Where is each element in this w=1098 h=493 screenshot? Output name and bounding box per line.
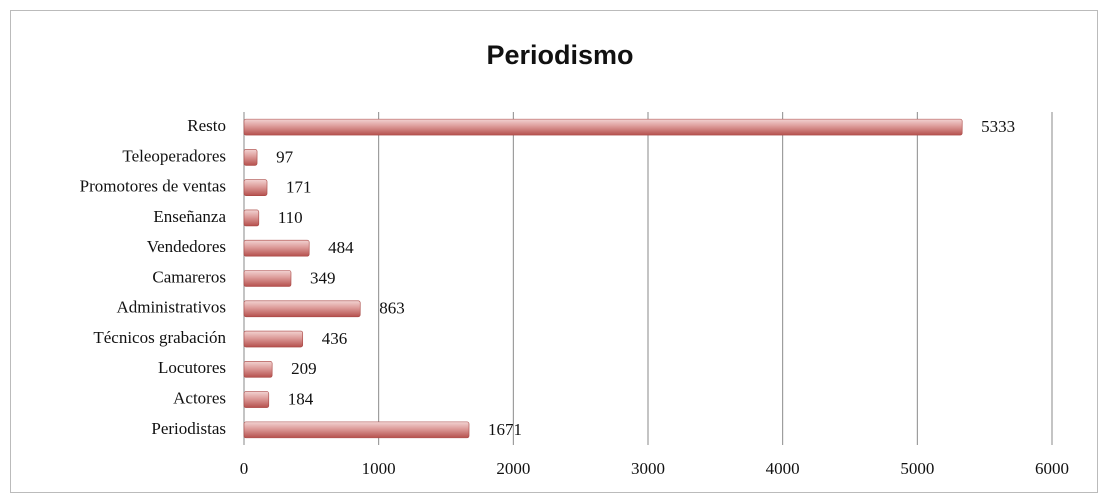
bar [243, 239, 310, 257]
data-label: 5333 [981, 117, 1015, 136]
bar [243, 330, 304, 348]
bar [243, 300, 361, 318]
data-label: 349 [310, 268, 336, 287]
data-label: 436 [322, 329, 348, 348]
bar [243, 118, 963, 136]
y-tick-label: Locutores [158, 358, 226, 377]
y-tick-label: Resto [187, 116, 226, 135]
data-label: 171 [286, 178, 312, 197]
x-tick-label: 2000 [496, 459, 530, 478]
bar [243, 149, 258, 166]
data-label: 97 [276, 147, 294, 166]
data-label: 863 [379, 299, 405, 318]
y-tick-label: Camareros [152, 267, 226, 286]
x-tick-label: 3000 [631, 459, 665, 478]
y-tick-label: Enseñanza [153, 207, 226, 226]
data-label: 110 [278, 208, 303, 227]
bar [243, 391, 270, 408]
y-tick-label: Actores [173, 388, 226, 407]
data-label: 484 [328, 238, 354, 257]
data-label: 1671 [488, 420, 522, 439]
x-tick-label: 5000 [900, 459, 934, 478]
y-tick-label: Vendedores [147, 237, 226, 256]
bar [243, 421, 470, 439]
bar [243, 179, 268, 196]
y-tick-label: Administrativos [116, 298, 226, 317]
x-tick-label: 6000 [1035, 459, 1069, 478]
chart-border [10, 10, 1098, 493]
y-tick-label: Periodistas [151, 419, 226, 438]
x-tick-label: 0 [240, 459, 249, 478]
data-label: 209 [291, 359, 317, 378]
y-tick-label: Técnicos grabación [93, 328, 226, 347]
chart-title: Periodismo [486, 40, 633, 70]
data-label: 184 [288, 389, 314, 408]
bar [243, 361, 273, 378]
x-tick-label: 1000 [362, 459, 396, 478]
y-tick-label: Teleoperadores [122, 146, 226, 165]
bar [243, 209, 260, 227]
x-tick-label: 4000 [766, 459, 800, 478]
y-tick-label: Promotores de ventas [80, 177, 226, 196]
bar [243, 270, 292, 287]
